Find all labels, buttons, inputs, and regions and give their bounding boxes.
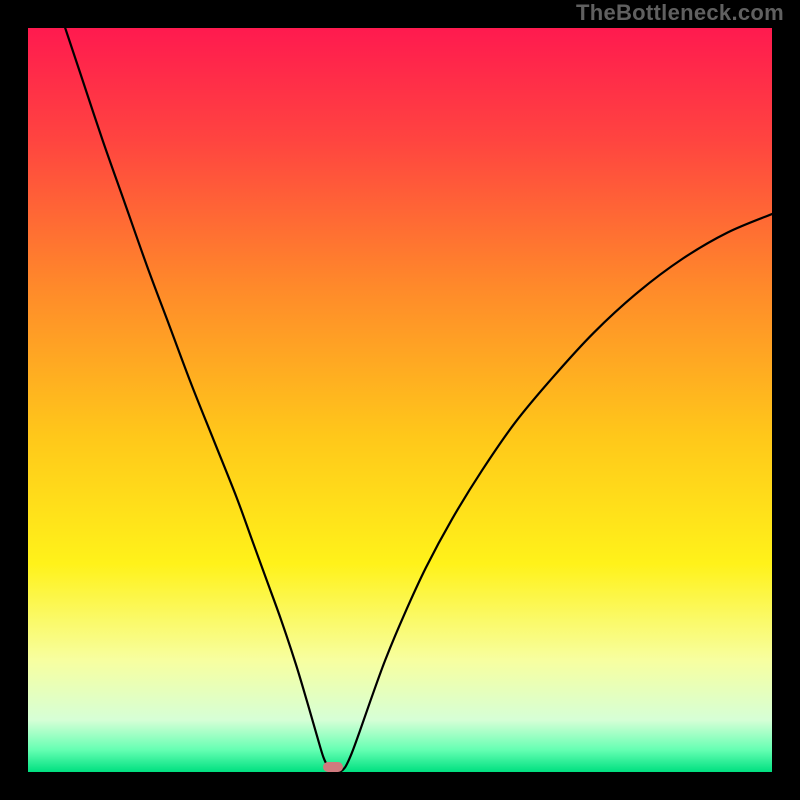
- minimum-marker: [323, 762, 342, 772]
- plot-area: [28, 28, 772, 772]
- chart-container: TheBottleneck.com: [0, 0, 800, 800]
- watermark-text: TheBottleneck.com: [576, 0, 784, 26]
